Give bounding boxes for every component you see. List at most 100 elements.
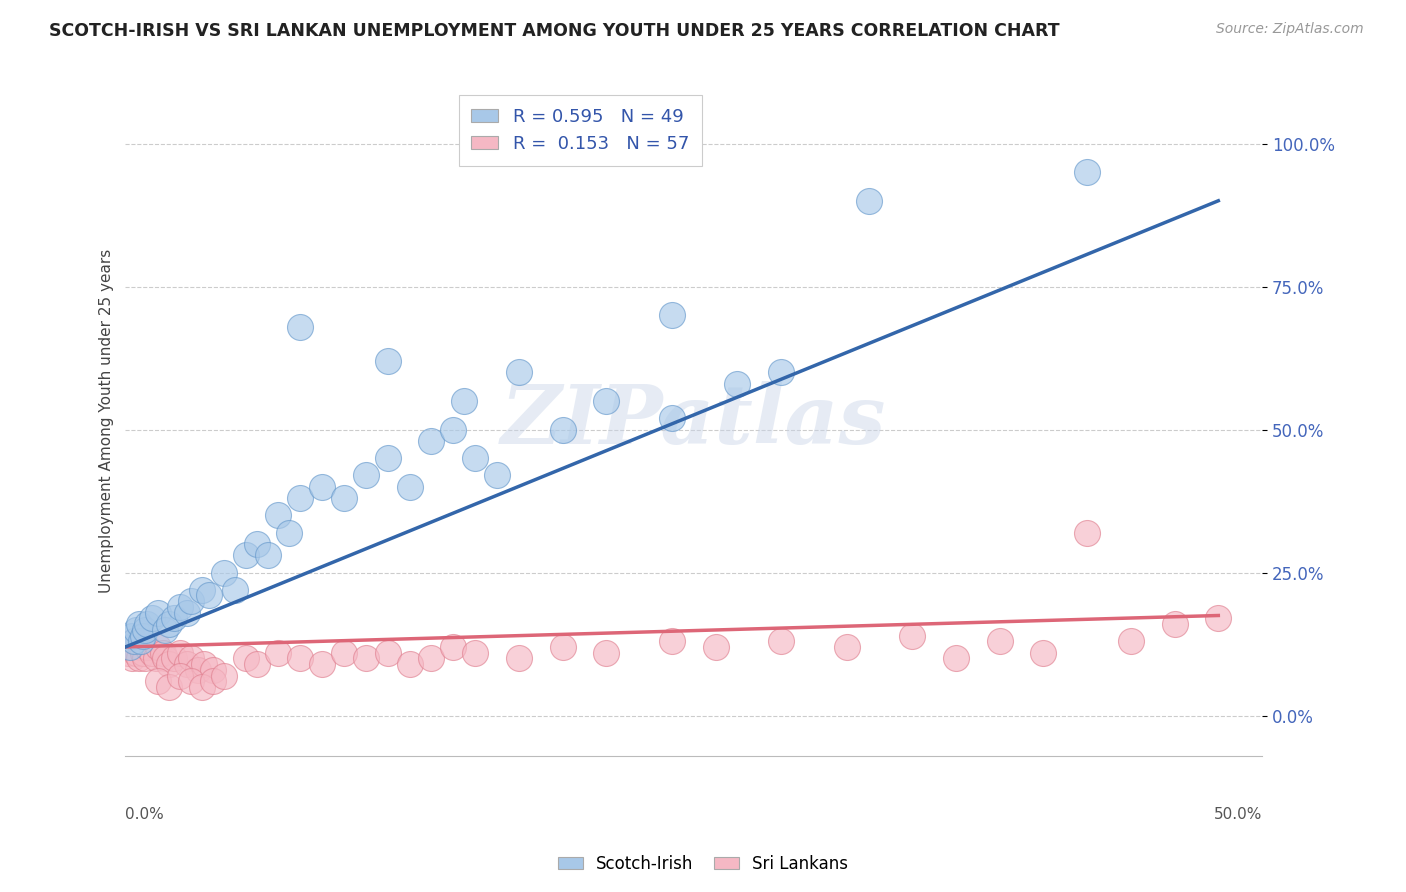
Point (770, 365, 793, 379)
Point (212, 668, 235, 682)
Point (441, 423, 464, 437)
Point (201, 674, 224, 689)
Point (224, 582, 246, 597)
Point (191, 680, 214, 694)
Point (770, 634, 793, 648)
Point (1076, 165, 1098, 179)
Point (157, 657, 180, 672)
Text: 50.0%: 50.0% (1213, 807, 1263, 822)
Point (661, 308, 683, 322)
Point (169, 646, 191, 660)
Point (311, 657, 333, 672)
Point (212, 566, 235, 580)
Point (148, 606, 170, 620)
Point (595, 394, 617, 409)
Y-axis label: Unemployment Among Youth under 25 years: Unemployment Among Youth under 25 years (100, 249, 114, 593)
Point (122, 634, 145, 648)
Point (169, 599, 191, 614)
Point (377, 354, 399, 368)
Point (235, 651, 257, 665)
Legend: Scotch-Irish, Sri Lankans: Scotch-Irish, Sri Lankans (551, 848, 855, 880)
Text: 0.0%: 0.0% (125, 807, 165, 822)
Point (162, 651, 184, 665)
Point (290, 319, 312, 334)
Point (398, 480, 420, 494)
Point (148, 640, 170, 654)
Point (333, 646, 356, 660)
Point (661, 634, 683, 648)
Point (246, 657, 269, 672)
Point (180, 594, 202, 608)
Point (132, 646, 155, 660)
Point (398, 657, 420, 672)
Point (486, 468, 509, 483)
Point (117, 646, 139, 660)
Text: ZIPatlas: ZIPatlas (501, 381, 887, 461)
Point (453, 394, 475, 409)
Point (176, 606, 198, 620)
Point (148, 674, 170, 689)
Point (290, 491, 312, 506)
Point (508, 651, 530, 665)
Point (267, 646, 290, 660)
Point (129, 640, 152, 654)
Point (145, 651, 167, 665)
Point (311, 480, 333, 494)
Point (191, 582, 214, 597)
Point (153, 623, 176, 637)
Point (1163, 617, 1185, 632)
Point (704, 640, 727, 654)
Point (121, 628, 143, 642)
Point (136, 640, 159, 654)
Point (122, 634, 145, 648)
Point (1076, 525, 1098, 540)
Point (354, 468, 377, 483)
Point (141, 611, 163, 625)
Point (176, 657, 198, 672)
Point (187, 663, 209, 677)
Point (595, 646, 617, 660)
Point (118, 640, 141, 654)
Point (132, 628, 155, 642)
Point (246, 537, 269, 551)
Point (180, 651, 202, 665)
Point (141, 646, 163, 660)
Point (420, 434, 443, 448)
Point (128, 617, 150, 632)
Point (420, 651, 443, 665)
Point (118, 640, 141, 654)
Text: SCOTCH-IRISH VS SRI LANKAN UNEMPLOYMENT AMONG YOUTH UNDER 25 YEARS CORRELATION C: SCOTCH-IRISH VS SRI LANKAN UNEMPLOYMENT … (49, 22, 1060, 40)
Point (193, 657, 215, 672)
Point (508, 365, 530, 379)
Point (128, 651, 150, 665)
Point (121, 651, 143, 665)
Point (858, 194, 880, 208)
Point (727, 376, 749, 391)
Point (162, 611, 184, 625)
Point (235, 549, 257, 563)
Point (464, 646, 486, 660)
Point (441, 640, 464, 654)
Point (464, 451, 486, 466)
Point (661, 411, 683, 425)
Point (136, 617, 159, 632)
Point (290, 651, 312, 665)
Point (354, 651, 377, 665)
Point (180, 674, 202, 689)
Point (157, 680, 180, 694)
Point (1032, 646, 1054, 660)
Point (945, 651, 967, 665)
Point (278, 525, 301, 540)
Point (201, 663, 224, 677)
Point (256, 549, 278, 563)
Point (125, 623, 148, 637)
Point (333, 491, 356, 506)
Text: Source: ZipAtlas.com: Source: ZipAtlas.com (1216, 22, 1364, 37)
Point (835, 640, 858, 654)
Point (988, 634, 1011, 648)
Point (1119, 634, 1142, 648)
Point (125, 646, 148, 660)
Point (152, 646, 174, 660)
Point (169, 668, 191, 682)
Legend: R = 0.595   N = 49, R =  0.153   N = 57: R = 0.595 N = 49, R = 0.153 N = 57 (458, 95, 702, 166)
